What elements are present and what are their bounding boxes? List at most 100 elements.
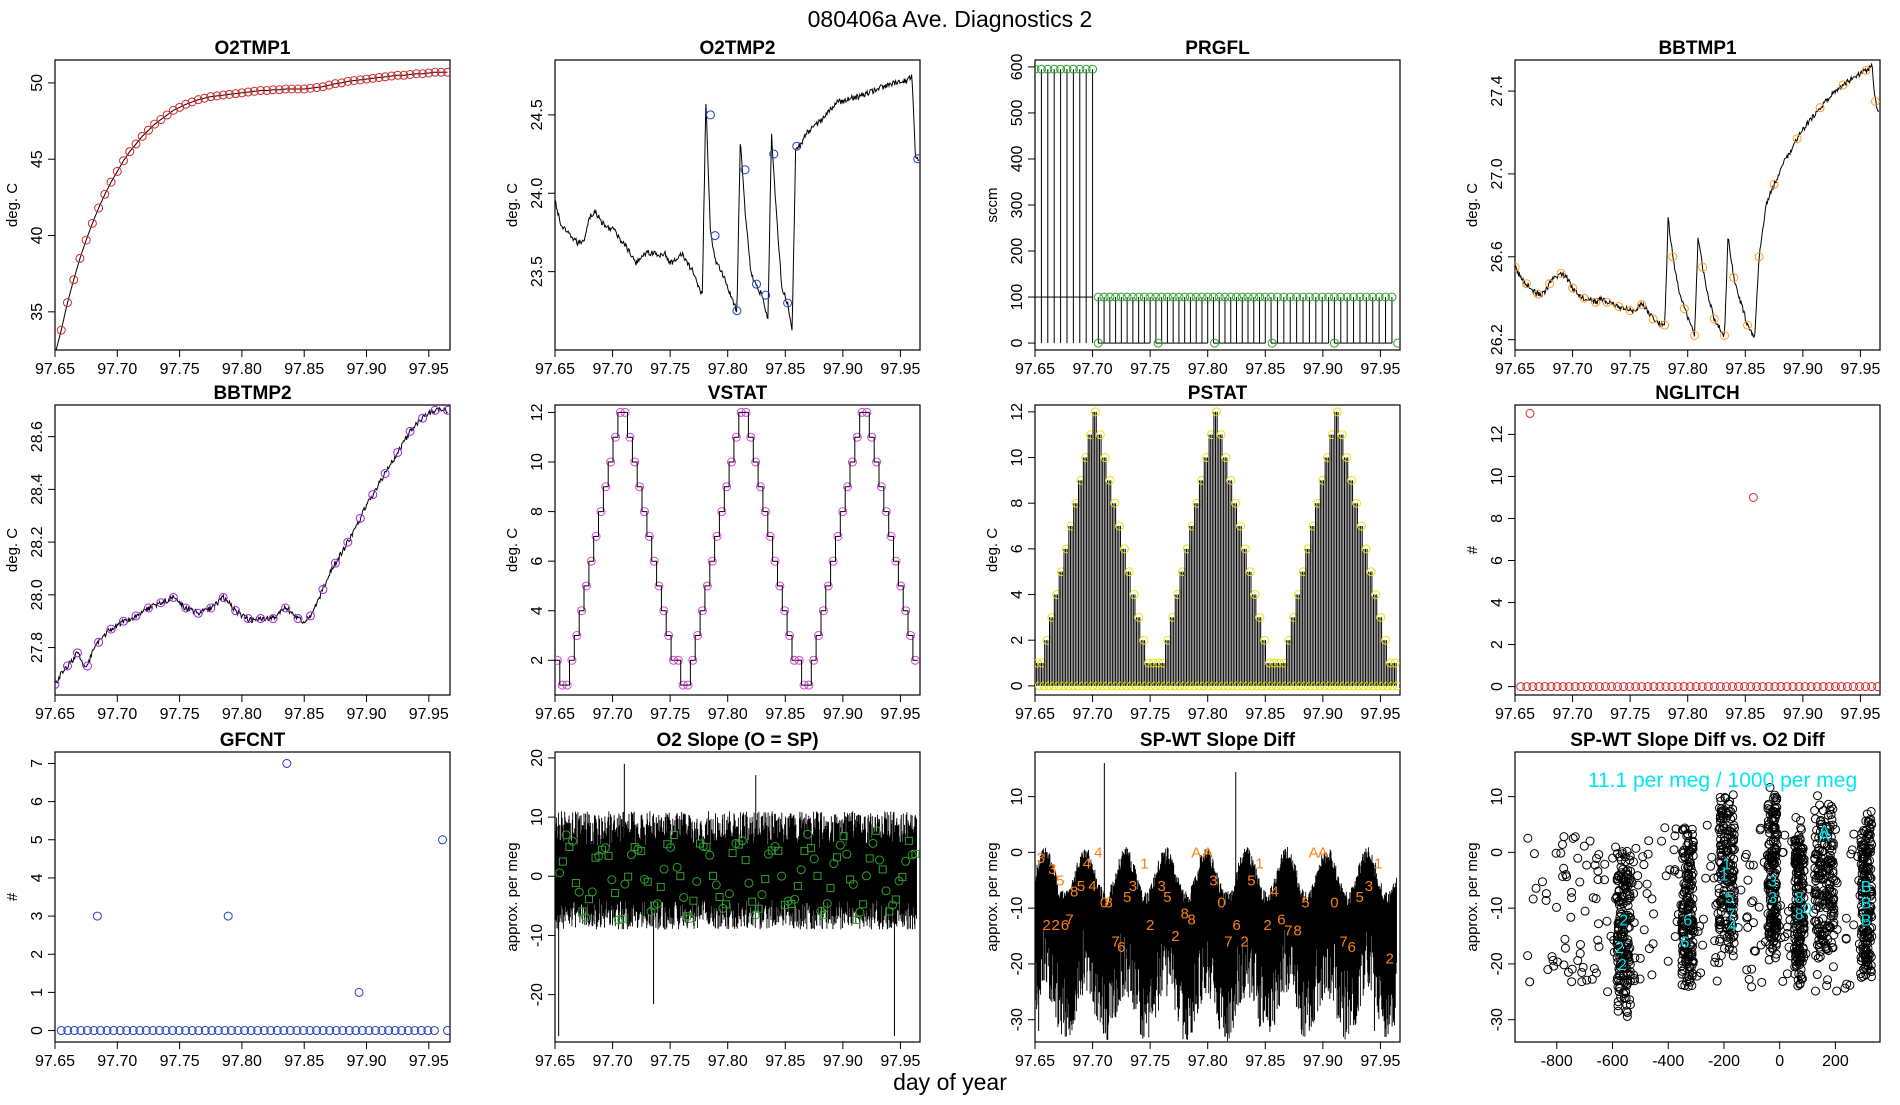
data-point <box>872 457 882 467</box>
data-point <box>1724 944 1734 954</box>
data-point <box>709 871 718 880</box>
data-point <box>1191 292 1201 302</box>
y-tick-label: 300 <box>1009 192 1026 219</box>
data-point <box>1794 875 1804 885</box>
data-point <box>1678 900 1688 910</box>
data-point <box>119 156 129 166</box>
data-point <box>1862 899 1872 909</box>
data-point <box>1368 292 1378 302</box>
data-point <box>1791 860 1801 870</box>
data-point <box>1687 871 1697 881</box>
data-point <box>1613 957 1623 967</box>
y-axis-label: approx. per meg <box>1464 842 1481 951</box>
data-point <box>1870 96 1880 106</box>
y-tick-label: 10 <box>529 453 546 471</box>
y-tick-label: 4 <box>529 606 546 615</box>
x-tick-label: 97.80 <box>1668 706 1708 723</box>
data-point <box>1614 885 1624 895</box>
data-point <box>305 1026 315 1036</box>
data-point <box>1559 863 1569 873</box>
data-point <box>1566 912 1576 922</box>
data-point <box>1547 952 1557 962</box>
data-point <box>1642 879 1652 889</box>
data-point <box>436 67 446 77</box>
data-point <box>1185 292 1195 302</box>
data-point <box>1743 320 1753 330</box>
data-point <box>904 836 913 845</box>
figure-xlabel: day of year <box>893 1069 1007 1095</box>
x-tick-label: 97.75 <box>1610 361 1650 378</box>
data-point <box>1814 916 1824 926</box>
data-point <box>1347 475 1357 485</box>
data-point <box>1237 292 1247 302</box>
x-tick-label: 97.95 <box>1360 706 1400 723</box>
data-point <box>1814 873 1824 883</box>
data-point <box>55 679 60 689</box>
data-point <box>644 531 654 541</box>
data-point <box>1577 967 1587 977</box>
data-point <box>1649 909 1659 919</box>
data-point <box>243 614 253 624</box>
data-point <box>1231 292 1241 302</box>
data-point <box>1810 806 1820 816</box>
data-point <box>154 1026 164 1036</box>
point-label: 2 <box>1618 957 1627 974</box>
data-point <box>1619 912 1629 922</box>
data-point <box>1393 338 1400 348</box>
data-point <box>751 457 761 467</box>
data-point <box>1371 590 1381 600</box>
data-point <box>1088 64 1098 74</box>
data-point <box>1670 831 1680 841</box>
data-point <box>1782 969 1792 979</box>
data-point <box>1623 935 1633 945</box>
data-point <box>1782 929 1792 939</box>
data-point <box>1623 953 1633 963</box>
data-point <box>1722 850 1732 860</box>
data-point <box>1587 974 1597 984</box>
y-tick-label: 12 <box>1009 403 1026 421</box>
data-point <box>1798 948 1808 958</box>
data-point <box>256 614 266 624</box>
y-tick-label: 0 <box>1009 848 1026 857</box>
data-point <box>806 843 815 852</box>
data-point <box>1668 252 1678 262</box>
data-point <box>1081 64 1091 74</box>
data-point <box>775 581 785 591</box>
x-tick-label: 97.90 <box>823 1053 863 1070</box>
data-point <box>1719 873 1729 883</box>
data-point <box>193 95 203 105</box>
data-point <box>1796 970 1806 980</box>
data-point <box>1093 292 1103 302</box>
data-point <box>1748 492 1758 502</box>
data-point <box>1298 292 1308 302</box>
data-point <box>1522 682 1532 692</box>
data-point <box>1661 871 1671 881</box>
data-point <box>617 914 626 923</box>
data-point <box>1660 823 1670 833</box>
data-point <box>1111 292 1121 302</box>
x-tick-label: 97.70 <box>97 706 137 723</box>
point-label: 2 <box>1385 950 1393 967</box>
data-point <box>1591 297 1601 307</box>
x-tick-label: 97.75 <box>160 1053 200 1070</box>
data-point <box>1826 911 1836 921</box>
data-point <box>82 1026 92 1036</box>
data-point <box>1701 873 1711 883</box>
data-point <box>1772 802 1782 812</box>
x-tick-label: 97.65 <box>1015 361 1055 378</box>
data-point <box>1660 320 1670 330</box>
data-point <box>1567 887 1577 897</box>
data-point <box>1724 930 1734 940</box>
y-tick-label: 50 <box>29 74 46 92</box>
data-point <box>1617 847 1627 857</box>
x-tick-label: 97.80 <box>708 706 748 723</box>
data-point <box>112 166 122 176</box>
point-label: 1 <box>1720 868 1729 885</box>
data-point <box>380 469 390 479</box>
data-point <box>702 842 711 851</box>
data-point <box>1770 827 1780 837</box>
plot-frame <box>554 59 921 351</box>
data-point <box>403 1026 413 1036</box>
data-point <box>411 69 421 79</box>
x-tick-label: 97.90 <box>346 361 386 378</box>
